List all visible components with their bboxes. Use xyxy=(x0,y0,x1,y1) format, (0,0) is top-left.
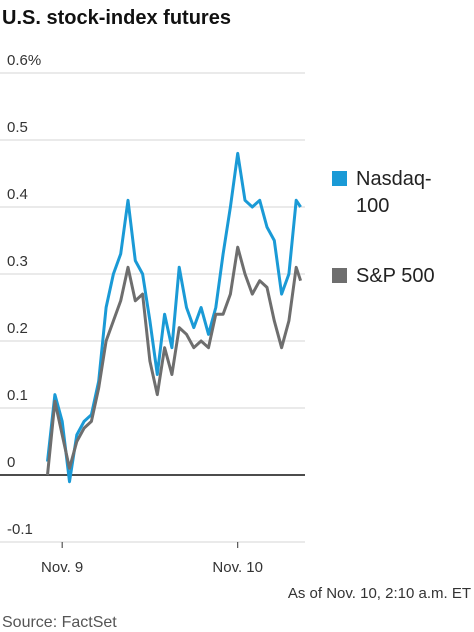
y-tick-label: -0.1 xyxy=(7,521,33,538)
y-tick-label: 0.5 xyxy=(7,119,28,136)
legend-label: S&P 500 xyxy=(356,265,435,287)
series-line xyxy=(46,245,303,476)
x-tick-label: Nov. 9 xyxy=(41,559,83,576)
source: Source: FactSet xyxy=(2,614,117,631)
chart-title: U.S. stock-index futures xyxy=(2,7,231,29)
legend-swatch xyxy=(332,268,347,283)
y-tick-label: 0.4 xyxy=(7,186,28,203)
y-tick-label: 0.3 xyxy=(7,253,28,270)
y-tick-label: 0.2 xyxy=(7,320,28,337)
series-line xyxy=(46,151,302,484)
legend-label: Nasdaq-100 xyxy=(356,168,432,217)
legend-swatch xyxy=(332,171,347,186)
y-tick-label: 0 xyxy=(7,454,15,471)
x-tick-label: Nov. 10 xyxy=(212,559,263,576)
note: As of Nov. 10, 2:10 a.m. ET xyxy=(288,585,471,602)
y-tick-label: 0.1 xyxy=(7,387,28,404)
y-tick-label: 0.6% xyxy=(7,52,41,69)
